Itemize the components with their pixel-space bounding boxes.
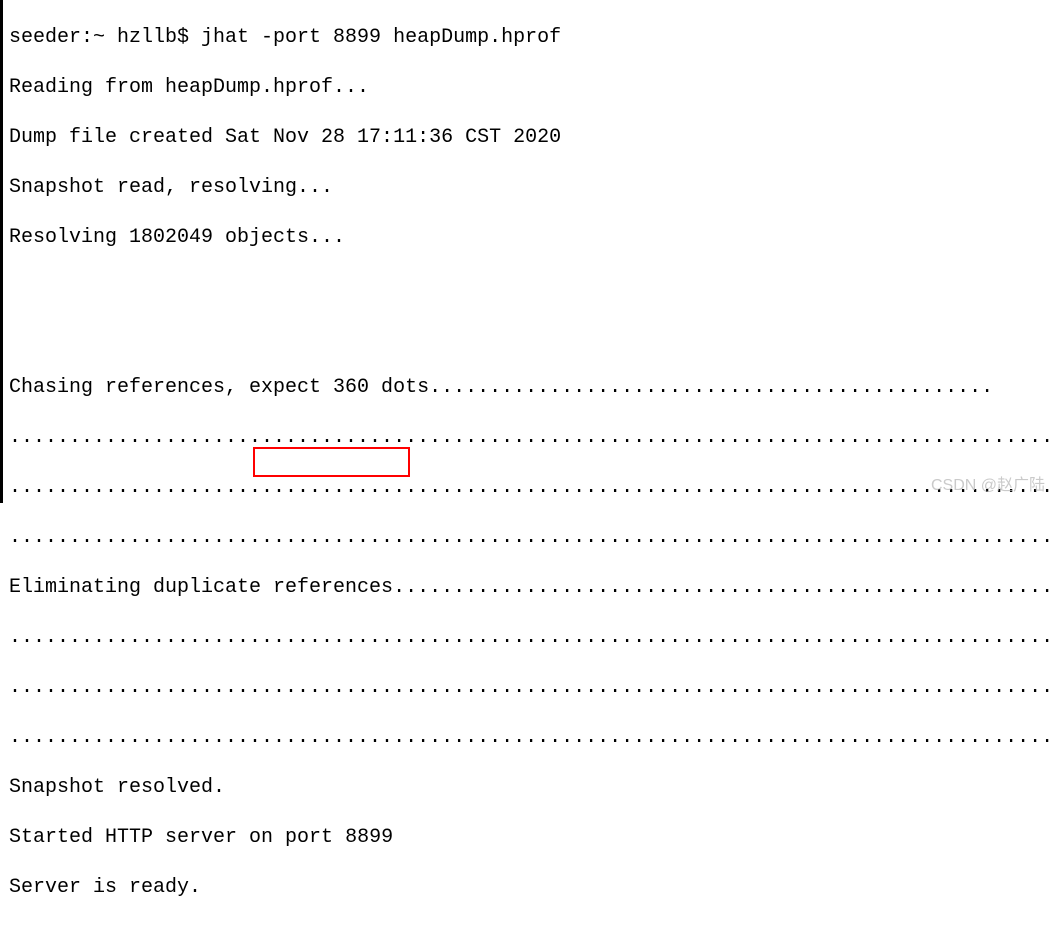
started-prefix: Started HTTP server (9, 826, 249, 849)
output-ready: Server is ready. (9, 875, 1055, 900)
blank-line (9, 275, 1055, 300)
command-text: jhat -port 8899 heapDump.hprof (201, 26, 561, 49)
blank-line (9, 325, 1055, 350)
output-dumpfile: Dump file created Sat Nov 28 17:11:36 CS… (9, 125, 1055, 150)
output-resolving: Resolving 1802049 objects... (9, 225, 1055, 250)
output-snapshot-read: Snapshot read, resolving... (9, 175, 1055, 200)
terminal-output: seeder:~ hzllb$ jhat -port 8899 heapDump… (9, 0, 1055, 925)
output-eliminating: Eliminating duplicate references........… (9, 575, 1055, 600)
prompt-line: seeder:~ hzllb$ jhat -port 8899 heapDump… (9, 25, 1055, 50)
output-dots: ........................................… (9, 675, 1055, 700)
output-dots: ........................................… (9, 425, 1055, 450)
output-resolved: Snapshot resolved. (9, 775, 1055, 800)
started-port: on port 8899 (249, 826, 393, 849)
shell-prompt: seeder:~ hzllb$ (9, 26, 201, 49)
output-dots: ........................................… (9, 475, 1055, 500)
output-chasing: Chasing references, expect 360 dots.....… (9, 375, 1055, 400)
output-dots: ........................................… (9, 525, 1055, 550)
output-started: Started HTTP server on port 8899 (9, 825, 1055, 850)
output-dots: ........................................… (9, 625, 1055, 650)
output-reading: Reading from heapDump.hprof... (9, 75, 1055, 100)
output-dots: ........................................… (9, 725, 1055, 750)
